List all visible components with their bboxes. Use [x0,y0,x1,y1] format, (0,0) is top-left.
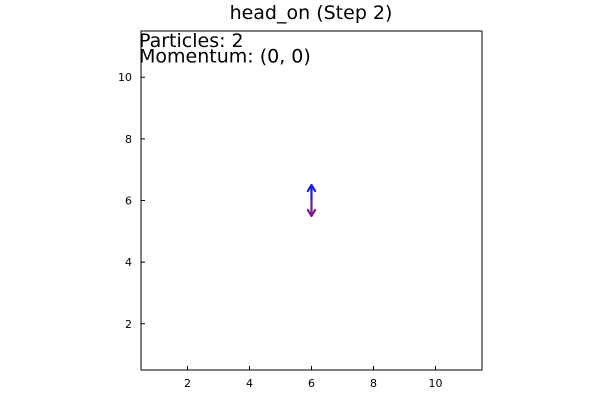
particles-annotation: Particles: 2 [139,30,244,52]
y-axis: 2 4 6 8 10 [118,71,145,331]
y-tick-label: 2 [125,318,132,331]
x-tick-label: 8 [370,377,377,390]
y-tick-label: 4 [125,256,132,269]
y-tick-label: 8 [125,133,132,146]
velocity-arrow [306,183,317,202]
x-tick-label: 6 [308,377,315,390]
y-tick-label: 10 [118,71,132,84]
x-tick-label: 2 [184,377,191,390]
chart-title: head_on (Step 2) [230,2,393,24]
x-tick-label: 10 [429,377,443,390]
x-tick-label: 4 [246,377,253,390]
momentum-annotation: Momentum: (0, 0) [139,45,311,67]
velocity-arrow [306,199,317,218]
arrow-layer [306,183,317,218]
y-tick-label: 6 [125,195,132,208]
x-axis: 2 4 6 8 10 [184,366,443,390]
